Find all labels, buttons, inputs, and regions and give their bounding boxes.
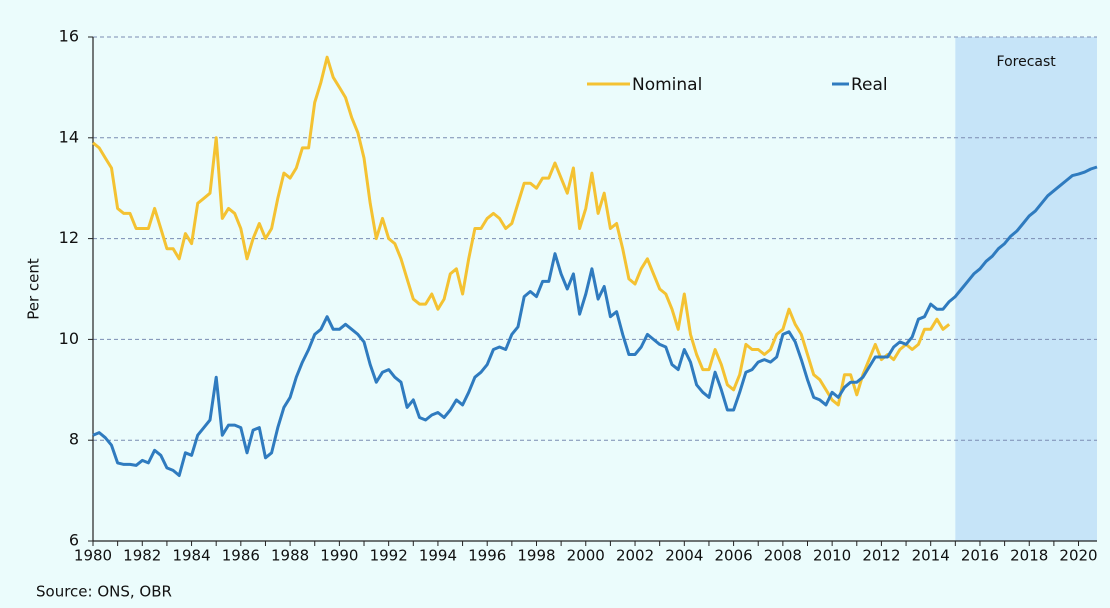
source: Source: ONS, OBR [36, 583, 172, 601]
x-tick-label: 2014 [912, 547, 950, 565]
series-line [92, 165, 1098, 477]
y-tick-label: 14 [59, 127, 79, 146]
x-tick-label: 2006 [714, 547, 752, 565]
x-tick-label: 1994 [419, 547, 457, 565]
y-axis-label: Per cent [25, 258, 43, 320]
legend-label: Real [851, 75, 888, 95]
x-tick-label: 1988 [271, 547, 309, 565]
y-tick-label: 10 [59, 329, 79, 348]
y-tick-label: 12 [59, 228, 79, 247]
x-tick-label: 1984 [172, 547, 210, 565]
x-tick-label: 2008 [764, 547, 802, 565]
x-tick-label: 1992 [370, 547, 408, 565]
x-tick-label: 1996 [468, 547, 506, 565]
x-tick-label: 2000 [567, 547, 605, 565]
x-tick-label: 2018 [1010, 547, 1048, 565]
x-tick-label: 2016 [961, 547, 999, 565]
x-tick-label: 1998 [517, 547, 555, 565]
x-tick-label: 1990 [320, 547, 358, 565]
x-tick-label: 2020 [1059, 547, 1097, 565]
x-tick-label: 2002 [616, 547, 654, 565]
x-tick-label: 1980 [74, 547, 112, 565]
legend-label: Nominal [632, 75, 702, 95]
x-tick-label: 1982 [123, 547, 161, 565]
x-tick-label: 2012 [862, 547, 900, 565]
forecast-region [955, 37, 1097, 541]
y-tick-label: 8 [69, 430, 79, 449]
series-line [92, 55, 951, 407]
x-tick-label: 1986 [222, 547, 260, 565]
y-tick-label: 6 [69, 531, 79, 550]
y-tick-label: 16 [59, 27, 79, 46]
x-tick-label: 2004 [665, 547, 703, 565]
x-tick-label: 2010 [813, 547, 851, 565]
forecast-label: Forecast [997, 54, 1057, 70]
